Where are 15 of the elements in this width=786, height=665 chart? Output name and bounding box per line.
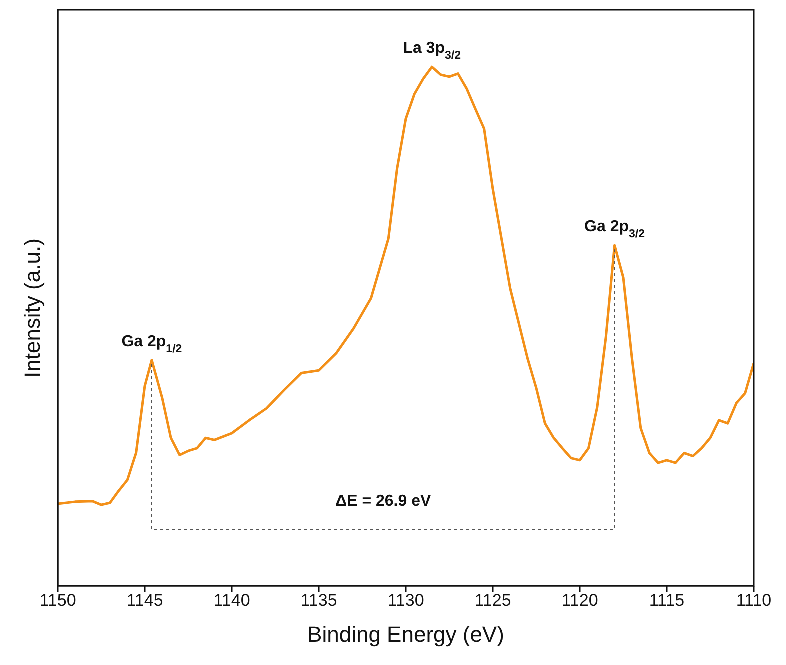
x-axis-title: Binding Energy (eV) <box>308 622 504 647</box>
x-tick-label: 1110 <box>736 591 772 610</box>
x-tick-label: 1125 <box>474 591 512 610</box>
text: La 3p$_{3/2}$ <box>403 40 462 62</box>
x-tick-label: 1130 <box>388 591 424 610</box>
annotation: Ga 2p$_{3/2}$ <box>584 218 646 241</box>
x-tick-label: 1140 <box>214 591 250 610</box>
x-tick-label: 1135 <box>300 591 338 610</box>
x-tick-label: 1115 <box>649 591 685 610</box>
annotation: ΔE = 26.9 eV <box>336 492 432 510</box>
y-axis-title: Intensity (a.u.) <box>20 238 45 378</box>
x-tick-label: 1145 <box>126 591 164 610</box>
annotation: Ga 2p$_{1/2}$ <box>122 333 182 356</box>
x-tick-label: 1150 <box>40 591 76 610</box>
x-tick-label: 1120 <box>562 591 598 610</box>
